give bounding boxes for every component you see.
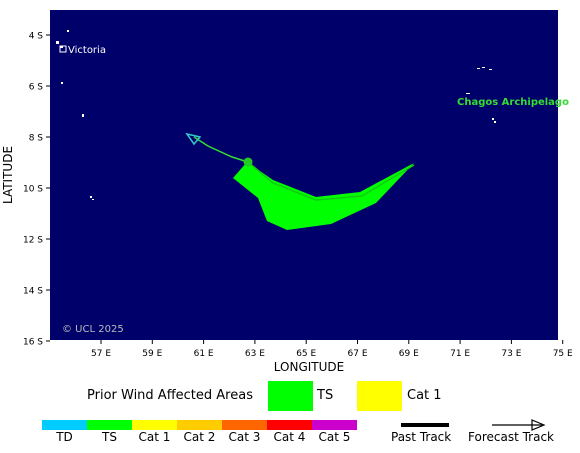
legend-swatch-cat1 <box>357 381 402 411</box>
intensity-label: Cat 1 <box>138 430 171 444</box>
island <box>60 46 63 48</box>
lon-tick-label: 57 E <box>91 349 111 359</box>
lon-tick-label: 61 E <box>194 349 214 359</box>
lon-tick-label: 73 E <box>501 349 521 359</box>
lon-tick-label: 71 E <box>450 349 470 359</box>
intensity-label: Cat 3 <box>228 430 261 444</box>
island <box>56 41 59 44</box>
wind-area-ts <box>233 162 414 230</box>
lat-tick-label: 14 S <box>23 287 43 297</box>
place-label-victoria: Victoria <box>68 45 106 56</box>
intensity-label: Cat 4 <box>273 430 306 444</box>
legend-swatch-ts <box>268 381 313 411</box>
copyright-text: © UCL 2025 <box>62 324 124 335</box>
lat-tick-label: 4 S <box>29 32 44 42</box>
lon-tick-label: 67 E <box>348 349 368 359</box>
islands <box>56 30 496 200</box>
island <box>477 68 480 69</box>
intensity-swatch <box>87 420 132 430</box>
legend-label-cat1: Cat 1 <box>407 388 442 403</box>
island <box>466 93 470 94</box>
lat-tick-label: 6 S <box>29 83 44 93</box>
island <box>90 196 92 198</box>
current-position-marker <box>243 157 253 167</box>
latitude-ticks: 4 S 6 S 8 S 10 S 12 S 14 S 16 S <box>23 32 50 348</box>
lat-tick-label: 8 S <box>29 134 44 144</box>
intensity-swatch <box>312 420 357 430</box>
x-axis-label: LONGITUDE <box>274 360 344 374</box>
past-track-legend-line <box>401 423 449 427</box>
lat-tick-label: 12 S <box>23 236 43 246</box>
forecast-track-legend-arrow <box>492 419 546 431</box>
lon-tick-label: 75 E <box>553 349 573 359</box>
island <box>82 114 84 117</box>
intensity-label: Cat 5 <box>318 430 351 444</box>
ocean-area <box>50 10 558 340</box>
island <box>492 118 494 120</box>
lon-tick-label: 65 E <box>296 349 316 359</box>
prior-wind-title: Prior Wind Affected Areas <box>87 388 253 403</box>
island <box>489 69 492 70</box>
intensity-swatch <box>132 420 177 430</box>
island <box>482 67 485 68</box>
lon-tick-label: 69 E <box>399 349 419 359</box>
island <box>494 121 496 123</box>
intensity-label: TD <box>56 430 73 444</box>
past-track-line <box>247 161 415 201</box>
island <box>61 82 63 84</box>
forecast-track-label: Forecast Track <box>468 430 554 444</box>
past-track-label: Past Track <box>391 430 452 444</box>
intensity-swatch <box>177 420 222 430</box>
place-label-chagos: Chagos Archipelago <box>457 97 569 108</box>
intensity-swatch <box>42 420 87 430</box>
intensity-label: Cat 2 <box>183 430 216 444</box>
victoria-marker <box>59 45 67 53</box>
y-axis-label: LATITUDE <box>1 146 15 204</box>
legend-label-ts: TS <box>317 388 334 403</box>
forecast-track-line <box>193 136 249 163</box>
intensity-swatch <box>222 420 267 430</box>
lat-tick-label: 10 S <box>23 185 43 195</box>
lon-tick-label: 59 E <box>142 349 162 359</box>
intensity-swatch <box>267 420 312 430</box>
longitude-ticks: 57 E 59 E 61 E 63 E 65 E 67 E 69 E 71 E 73 E 75 E <box>91 340 573 359</box>
island <box>92 199 94 200</box>
lat-tick-label: 16 S <box>23 338 43 348</box>
forecast-arrow-head <box>185 132 202 146</box>
island <box>67 30 69 32</box>
intensity-label: TS <box>102 430 117 444</box>
lon-tick-label: 63 E <box>245 349 265 359</box>
